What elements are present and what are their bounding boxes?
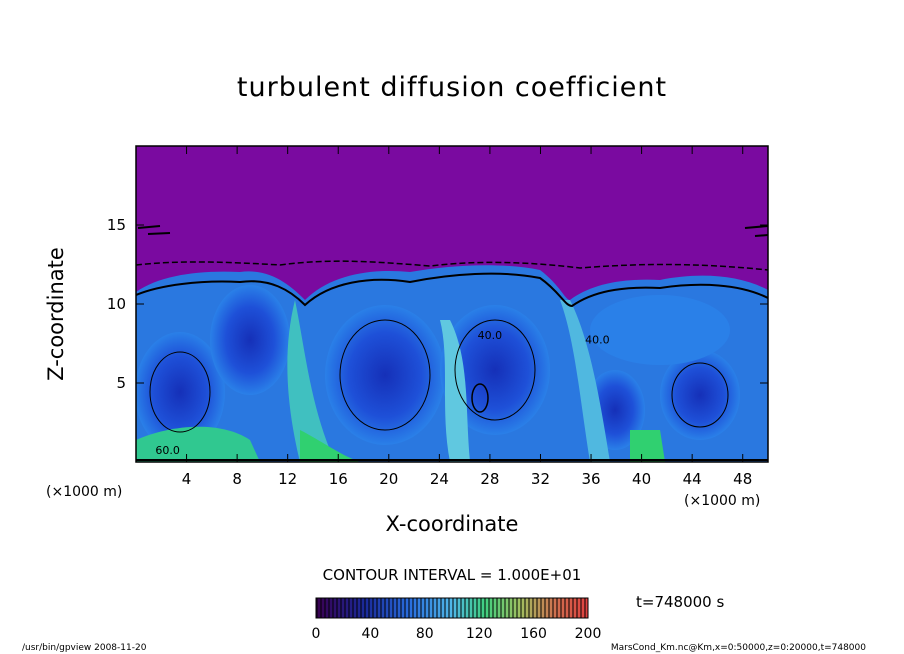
x-axis-label: X-coordinate — [385, 512, 519, 536]
colorbar-tick-label: 160 — [520, 626, 547, 642]
x-axis-ticks: 4 8 12 16 20 24 28 32 36 40 44 48 — [182, 146, 752, 488]
heatmap-field — [136, 146, 768, 462]
colorbar-ticks: 0 40 80 120 160 200 — [312, 626, 602, 642]
footer-left: /usr/bin/gpview 2008-11-20 — [22, 643, 147, 653]
contour-labels: 60.0 40.0 40.0 — [155, 329, 609, 457]
time-label: t=748000 s — [636, 593, 725, 611]
contour-interval: CONTOUR INTERVAL = 1.000E+01 — [322, 566, 582, 584]
y-tick-label: 15 — [107, 216, 126, 234]
y-tick-label: 10 — [107, 295, 126, 313]
x-tick-label: 36 — [581, 470, 600, 488]
y-tick-label: 5 — [116, 374, 126, 392]
y-axis-label: Z-coordinate — [44, 247, 68, 381]
x-axis-unit-right: (×1000 m) — [684, 493, 761, 509]
x-tick-label: 40 — [632, 470, 651, 488]
y-axis-ticks: 5 10 15 — [107, 216, 768, 392]
colorbar — [315, 597, 589, 619]
x-tick-label: 16 — [329, 470, 348, 488]
x-tick-label: 32 — [531, 470, 550, 488]
footer-right: MarsCond_Km.nc@Km,x=0:50000,z=0:20000,t=… — [610, 643, 866, 653]
x-axis-unit-left: (×1000 m) — [46, 484, 123, 500]
x-tick-label: 12 — [278, 470, 297, 488]
x-tick-label: 4 — [182, 470, 192, 488]
contour-label: 40.0 — [585, 334, 610, 347]
x-tick-label: 24 — [430, 470, 449, 488]
x-tick-label: 48 — [733, 470, 752, 488]
colorbar-tick-label: 120 — [466, 626, 493, 642]
chart-title: turbulent diffusion coefficient — [236, 72, 668, 103]
x-tick-label: 8 — [232, 470, 242, 488]
x-tick-label: 20 — [379, 470, 398, 488]
colorbar-tick-label: 0 — [312, 626, 321, 642]
contour-label: 40.0 — [478, 329, 503, 342]
x-tick-label: 44 — [683, 470, 702, 488]
colorbar-tick-label: 200 — [575, 626, 602, 642]
x-tick-label: 28 — [480, 470, 499, 488]
contour-label: 60.0 — [155, 444, 180, 457]
colorbar-tick-label: 40 — [361, 626, 379, 642]
colorbar-tick-label: 80 — [416, 626, 434, 642]
